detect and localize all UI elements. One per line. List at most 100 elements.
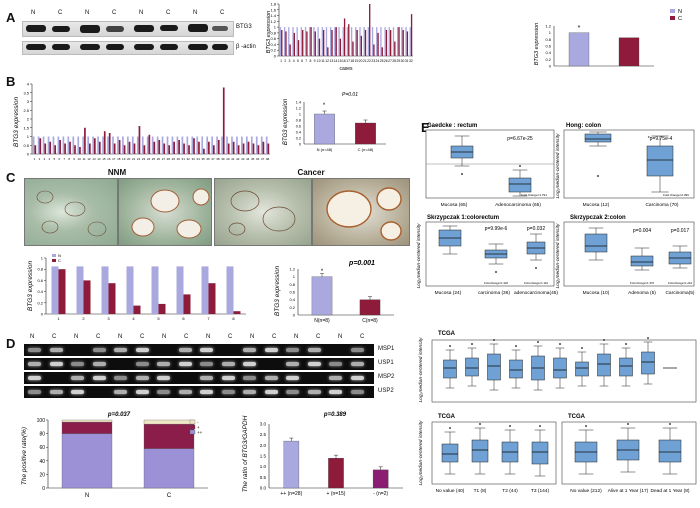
cancer-image-high bbox=[312, 178, 410, 246]
b-bar-c bbox=[93, 138, 96, 154]
b-bar-n bbox=[250, 136, 253, 154]
tcga-br-group-outlier bbox=[585, 425, 587, 427]
skrz2-pvalue-2: p=0.017 bbox=[671, 228, 689, 234]
skrz2-adenoma-box bbox=[630, 255, 654, 267]
b-bar-c bbox=[138, 126, 141, 154]
panel-a-label: A bbox=[6, 10, 16, 25]
gel-band bbox=[307, 390, 321, 394]
panel-e-label: E bbox=[421, 120, 430, 135]
b-cat-label: 15 bbox=[102, 157, 106, 161]
b-cat-label: 44 bbox=[246, 157, 250, 161]
a-bar-n bbox=[292, 27, 294, 56]
panel-a-western-blot: N C N C N C N C BTG3 β -actin bbox=[22, 6, 260, 58]
a-bar-n bbox=[338, 27, 340, 56]
c2-bar bbox=[311, 276, 333, 316]
gel-band bbox=[28, 390, 41, 394]
c2-tick-label: 0.4 bbox=[289, 297, 295, 302]
b-cat-label: 47 bbox=[261, 157, 265, 161]
hong-cat: Carcinoma (70) bbox=[645, 202, 678, 208]
a-bar-n bbox=[376, 27, 378, 56]
c2-tick-label: 0.2 bbox=[289, 305, 295, 310]
gel-band bbox=[307, 362, 321, 366]
tcga-br-group-outlier bbox=[669, 423, 671, 425]
tcga-bl-cat: T1 (8) bbox=[474, 488, 487, 494]
a-bar-n bbox=[334, 27, 336, 56]
a-cat-label: 3 bbox=[289, 59, 291, 63]
nnm-image-high bbox=[118, 178, 212, 246]
a-bar-c bbox=[331, 30, 333, 56]
gel-band bbox=[135, 376, 149, 380]
hong-cat: Mucosa (12) bbox=[583, 202, 610, 208]
b-bar-n bbox=[117, 136, 119, 154]
b-bar-c bbox=[178, 140, 180, 154]
a-cat-label: 2 bbox=[284, 59, 286, 63]
b-bar-n bbox=[236, 136, 238, 154]
b-bar-n bbox=[176, 136, 179, 154]
c-bar-c bbox=[58, 269, 66, 314]
d1-cat-label: N bbox=[85, 493, 89, 499]
gaedcke-adeno-box bbox=[508, 177, 532, 193]
hong-frame bbox=[563, 129, 695, 199]
c2-tick-label: 0.6 bbox=[289, 290, 295, 295]
b2-cat-label: N (n=48) bbox=[317, 147, 333, 152]
b-cat-label: 26 bbox=[157, 157, 161, 161]
b-cat-label: 35 bbox=[201, 157, 205, 161]
gel-band bbox=[135, 390, 149, 394]
a-cat-label: 16 bbox=[342, 59, 346, 63]
tcga-top-group-box bbox=[465, 357, 479, 377]
b-bar-n bbox=[166, 136, 169, 154]
c-bar-c bbox=[108, 283, 116, 314]
hong-pvalue: *p=9.75e-4 bbox=[648, 136, 673, 142]
b2-cat-label: C (n=48) bbox=[358, 147, 374, 152]
gel-lane-label: C bbox=[316, 334, 321, 340]
d2-cat-label: - (n=2) bbox=[373, 491, 388, 497]
b-cat-label: 40 bbox=[226, 157, 230, 161]
gel-lane-label: N bbox=[338, 334, 343, 340]
panel-d-gel: N C N C N C N C N C N C N C N C MSP1 USP1 MSP2 USP2 bbox=[24, 334, 408, 402]
c2-tick-label: 1 bbox=[293, 274, 296, 279]
a-bar-c bbox=[385, 30, 388, 56]
a-bar-c bbox=[402, 30, 404, 56]
b-cat-label: 23 bbox=[142, 157, 146, 161]
gel-band bbox=[135, 348, 149, 352]
hong-title: Hong: colon bbox=[566, 123, 601, 129]
b-bar-n bbox=[37, 136, 40, 154]
skrz2-y-label: Log₂median-centered intensity bbox=[555, 223, 561, 288]
a-cat-label: 22 bbox=[367, 59, 371, 63]
gel-band bbox=[157, 390, 170, 394]
gel-lane-label: C bbox=[140, 334, 145, 340]
skrz1-adeno-outlier bbox=[535, 267, 537, 269]
b-tick-label: 0 bbox=[27, 152, 30, 157]
cancer-title: Cancer bbox=[297, 168, 325, 177]
d1-tick-label: 100 bbox=[37, 418, 46, 424]
gel-band bbox=[178, 390, 192, 394]
a-bar-n bbox=[363, 27, 365, 56]
b-bar-n bbox=[141, 136, 144, 154]
gel-band bbox=[92, 348, 106, 352]
c-tick-label: 0.8 bbox=[37, 267, 43, 272]
b-bar-c bbox=[123, 145, 126, 154]
b-bar-n bbox=[57, 136, 60, 154]
gel-band bbox=[329, 362, 342, 366]
b-bar-c bbox=[118, 140, 121, 154]
c-cat-label: 4 bbox=[132, 316, 135, 321]
b-bar-c bbox=[113, 143, 116, 154]
a-bar-c bbox=[310, 27, 312, 56]
gel-band bbox=[157, 376, 170, 380]
c-y-label: BTG3 expression bbox=[27, 261, 34, 312]
b2-tick-label: 0.6 bbox=[296, 125, 301, 129]
b-bar-c bbox=[193, 138, 195, 154]
b-bar-n bbox=[62, 136, 65, 154]
d1-legend-label: + bbox=[197, 425, 200, 430]
tcga-bl-y-label: Log₂median-centered intensity bbox=[418, 420, 424, 485]
b-cat-label: 34 bbox=[196, 157, 200, 161]
tcga-bl-group-box bbox=[471, 439, 489, 463]
gel-band bbox=[114, 348, 127, 352]
gel-band bbox=[264, 376, 278, 380]
hong-carcinoma-box bbox=[646, 145, 674, 177]
tcga-br-cat: Alive at 1 Year (17) bbox=[608, 488, 649, 494]
skrz1-cat: Mucosa (24) bbox=[435, 290, 462, 296]
tcga-top-group-outlier bbox=[537, 341, 539, 343]
panel-b-bar-chart: 00.511.522.533.541 2 3 4 5 6 7 8 9 10 11 12 13 14 15 16… bbox=[13, 82, 270, 161]
hong-y-label: Log₂median-centered intensity bbox=[555, 133, 561, 198]
